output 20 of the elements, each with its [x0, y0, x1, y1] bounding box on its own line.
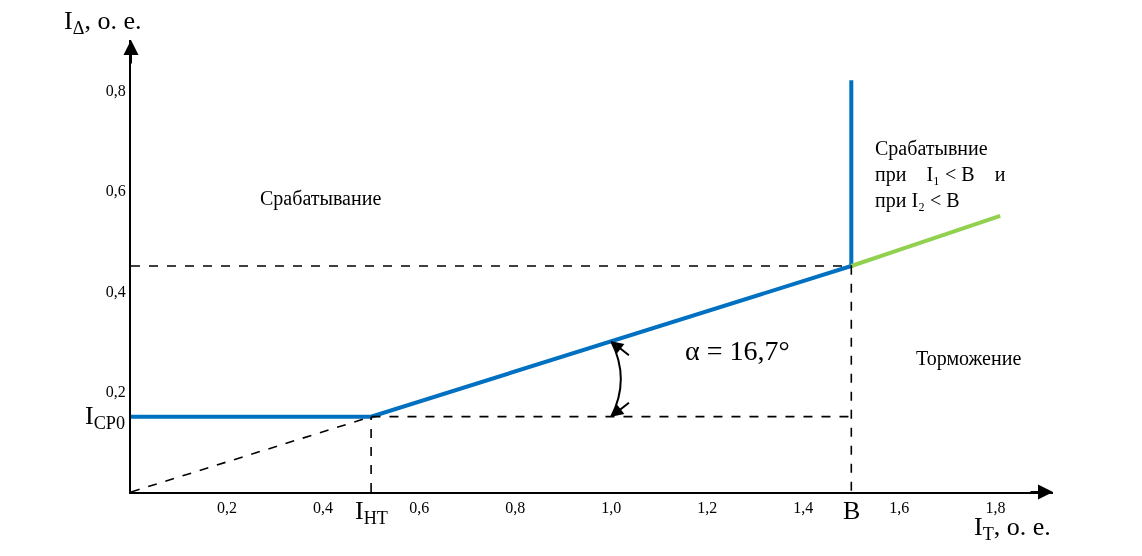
x-tick-label: 0,8 [505, 499, 526, 517]
y-axis-title: I$_{Δ}$, о. е. [64, 6, 142, 39]
x-tick-label: 0,6 [409, 499, 430, 517]
y-tick-label: 0,4 [105, 282, 126, 300]
x-tick-label: 1,4 [793, 499, 814, 517]
x-tick-label: 0,2 [217, 499, 238, 517]
x-tick-label: 1,2 [697, 499, 718, 517]
annotation: I$_{СР0}$ [85, 401, 126, 434]
y-tick-label: 0,6 [105, 182, 126, 200]
x-tick-label: 1,6 [889, 499, 910, 517]
annotation: Срабатывние при I₁ < B и при I₂ < B [875, 137, 1006, 212]
annotation: Срабатывание [260, 187, 382, 210]
annotation: B [843, 496, 861, 525]
annotation: Торможение [916, 347, 1022, 370]
x-tick-label: 1,0 [601, 499, 622, 517]
y-tick-label: 0,8 [105, 81, 126, 99]
x-tick-label: 0,4 [313, 499, 334, 517]
annotation: α = 16,7° [685, 335, 790, 366]
annotation: I$_{НТ}$ [355, 496, 388, 529]
y-tick-label: 0,2 [105, 383, 126, 401]
